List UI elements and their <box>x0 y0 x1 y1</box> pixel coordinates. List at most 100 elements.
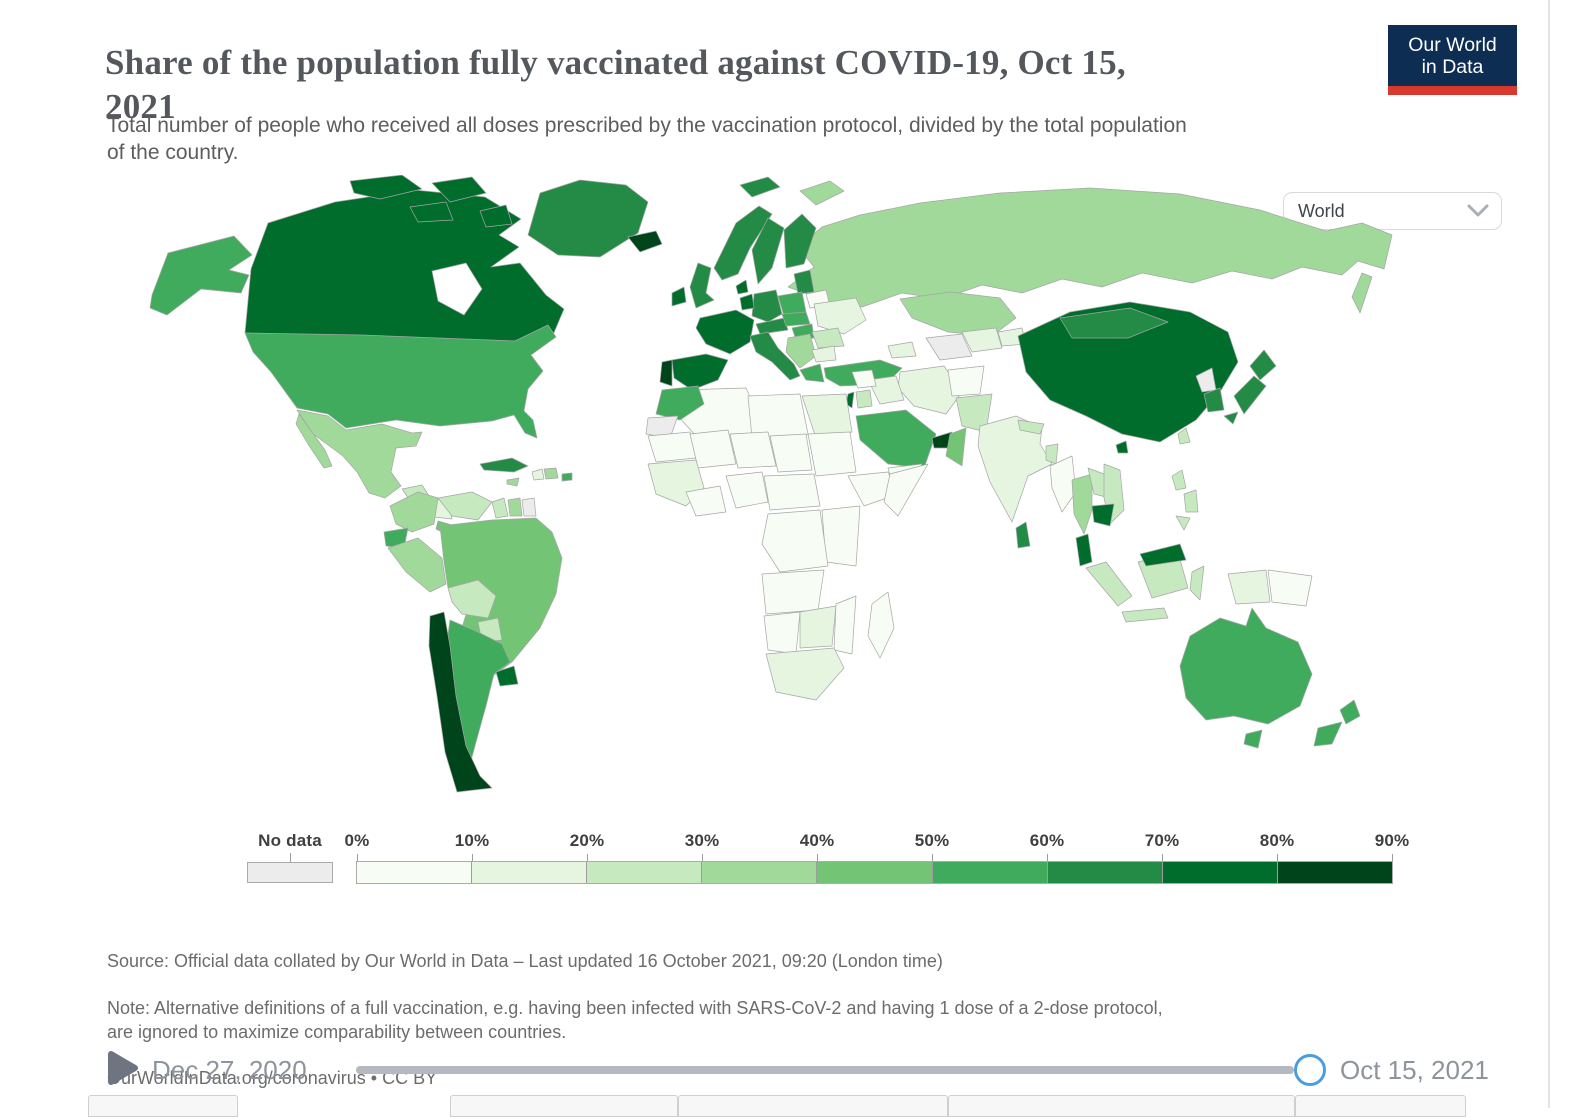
country-bangladesh[interactable] <box>1045 443 1059 465</box>
country-norway[interactable] <box>739 176 781 198</box>
country-drc[interactable] <box>761 509 829 573</box>
country-turkmenistan[interactable] <box>925 333 973 361</box>
country-syria[interactable] <box>851 369 877 389</box>
country-canada_islands[interactable] <box>349 175 423 200</box>
country-colombia[interactable] <box>389 491 439 533</box>
timeline-track[interactable] <box>356 1066 1294 1074</box>
country-kazakhstan[interactable] <box>899 291 1017 337</box>
country-denmark[interactable] <box>735 279 749 295</box>
region-dropdown[interactable]: World <box>1283 192 1502 230</box>
country-mexico[interactable] <box>296 409 423 499</box>
country-guyana[interactable] <box>491 497 509 519</box>
country-russia[interactable] <box>799 180 845 206</box>
owid-logo[interactable]: Our World in Data <box>1388 25 1517 95</box>
country-philippines[interactable] <box>1183 489 1199 513</box>
country-uruguay[interactable] <box>495 665 519 687</box>
country-canada_islands[interactable] <box>479 204 513 228</box>
country-indonesia[interactable] <box>1121 607 1169 623</box>
country-japan[interactable] <box>1223 411 1239 425</box>
footer-tab-stub-3[interactable] <box>678 1095 948 1117</box>
country-madagascar[interactable] <box>867 591 895 659</box>
country-mali[interactable] <box>689 429 737 469</box>
country-saudiarabia[interactable] <box>855 409 937 469</box>
country-jordan[interactable] <box>855 389 873 409</box>
country-usa[interactable] <box>244 324 557 439</box>
country-suriname[interactable] <box>507 497 523 517</box>
country-alaska[interactable] <box>149 235 253 316</box>
country-myanmar[interactable] <box>1049 455 1077 513</box>
country-mauritania[interactable] <box>647 431 697 463</box>
country-oman[interactable] <box>945 427 967 467</box>
country-srilanka[interactable] <box>1015 521 1031 549</box>
country-sweden[interactable] <box>751 217 785 285</box>
footer-tab-stub-5[interactable] <box>1295 1095 1466 1117</box>
country-balkans[interactable] <box>785 333 817 369</box>
country-cuba[interactable] <box>479 457 529 473</box>
country-baltics[interactable] <box>793 269 815 295</box>
country-malaysia[interactable] <box>1075 533 1093 567</box>
country-chile[interactable] <box>428 611 493 793</box>
country-italy[interactable] <box>749 331 801 381</box>
country-indonesia[interactable] <box>1189 565 1205 601</box>
country-canada_islands[interactable] <box>409 201 454 223</box>
country-sudan[interactable] <box>807 431 857 477</box>
country-ireland[interactable] <box>671 286 687 307</box>
country-philippines[interactable] <box>1171 469 1187 491</box>
country-france[interactable] <box>695 309 755 355</box>
country-uk[interactable] <box>689 262 715 309</box>
country-romania[interactable] <box>811 327 845 349</box>
country-somalia[interactable] <box>883 463 929 517</box>
country-niger[interactable] <box>729 431 777 469</box>
country-peru[interactable] <box>387 537 447 593</box>
country-newzealand[interactable] <box>1339 699 1361 725</box>
country-bulgaria[interactable] <box>811 345 837 363</box>
footer-tab-stub-2[interactable] <box>450 1095 678 1117</box>
country-bolivia[interactable] <box>447 579 497 619</box>
country-thailand[interactable] <box>1071 473 1093 535</box>
country-png[interactable] <box>1267 569 1313 607</box>
country-haiti[interactable] <box>531 468 545 481</box>
country-mozambique[interactable] <box>833 595 857 655</box>
timeline-handle[interactable] <box>1294 1054 1326 1086</box>
country-frenchguiana[interactable] <box>521 497 537 517</box>
country-japan[interactable] <box>1233 375 1267 415</box>
country-iraq[interactable] <box>867 375 905 405</box>
country-cameroon[interactable] <box>763 473 821 511</box>
country-china[interactable] <box>1115 440 1129 454</box>
country-jamaica[interactable] <box>506 477 520 487</box>
country-kenya[interactable] <box>821 505 861 567</box>
country-alpine[interactable] <box>755 317 789 335</box>
country-australia[interactable] <box>1179 607 1313 725</box>
country-afghanistan[interactable] <box>947 365 985 397</box>
country-greece[interactable] <box>799 363 825 383</box>
country-spain[interactable] <box>671 353 729 391</box>
footer-tab-stub-1[interactable] <box>88 1095 238 1117</box>
country-portugal[interactable] <box>659 359 673 387</box>
country-canada[interactable] <box>244 189 565 342</box>
country-czechia[interactable] <box>781 311 811 327</box>
country-nepal[interactable] <box>1017 419 1045 435</box>
country-indonesia[interactable] <box>1085 561 1133 607</box>
country-australia[interactable] <box>1243 729 1263 749</box>
country-russia[interactable] <box>787 187 1393 308</box>
country-botswana[interactable] <box>799 605 837 649</box>
country-finland[interactable] <box>783 213 817 269</box>
country-angola[interactable] <box>761 569 825 615</box>
country-venezuela[interactable] <box>437 491 493 521</box>
country-southkorea[interactable] <box>1203 387 1225 413</box>
country-japan[interactable] <box>1249 349 1277 381</box>
footer-tab-stub-4[interactable] <box>948 1095 1295 1117</box>
country-taiwan[interactable] <box>1177 427 1191 445</box>
country-namibia[interactable] <box>763 611 801 655</box>
play-button[interactable] <box>107 1050 139 1086</box>
country-morocco[interactable] <box>655 385 705 421</box>
country-russia[interactable] <box>1351 272 1373 314</box>
country-greenland[interactable] <box>527 179 649 258</box>
country-canada_islands[interactable] <box>431 176 487 203</box>
country-mexico[interactable] <box>295 413 333 469</box>
country-malaysia[interactable] <box>1139 543 1187 567</box>
country-caucasus[interactable] <box>887 341 917 359</box>
country-cambodia[interactable] <box>1091 503 1115 527</box>
country-chad[interactable] <box>769 433 813 473</box>
country-norway[interactable] <box>713 205 773 281</box>
